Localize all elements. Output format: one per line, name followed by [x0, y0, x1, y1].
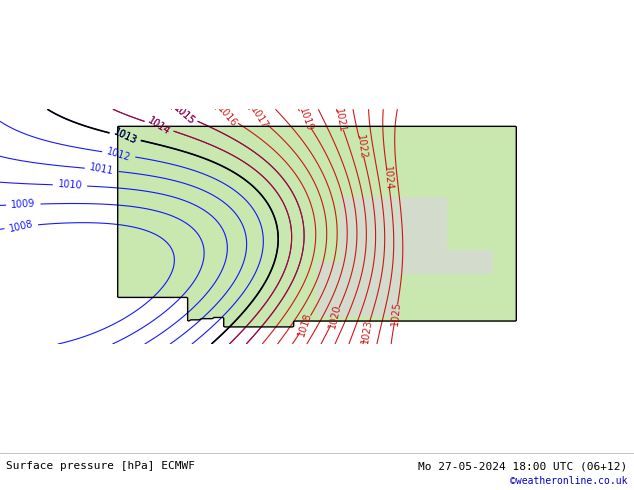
Text: 1024: 1024 [382, 165, 394, 190]
Text: 1017: 1017 [248, 104, 269, 130]
Text: 1013: 1013 [112, 127, 138, 147]
Text: 1013: 1013 [112, 127, 138, 147]
Text: 1008: 1008 [8, 219, 34, 234]
Text: 1014: 1014 [146, 116, 172, 137]
Text: 1015: 1015 [172, 103, 197, 127]
Text: 1016: 1016 [215, 104, 238, 129]
Text: 1018: 1018 [297, 311, 314, 337]
Text: 1023: 1023 [360, 318, 373, 344]
Text: ©weatheronline.co.uk: ©weatheronline.co.uk [510, 476, 628, 486]
Text: Mo 27-05-2024 18:00 UTC (06+12): Mo 27-05-2024 18:00 UTC (06+12) [418, 461, 628, 471]
Text: 1019: 1019 [297, 106, 314, 133]
Text: 1012: 1012 [105, 146, 132, 163]
Text: 1010: 1010 [58, 179, 82, 191]
Text: 1020: 1020 [327, 303, 343, 330]
Text: 1014: 1014 [146, 116, 172, 137]
Text: 1022: 1022 [355, 134, 368, 160]
Text: 1015: 1015 [172, 103, 197, 127]
Text: Surface pressure [hPa] ECMWF: Surface pressure [hPa] ECMWF [6, 461, 195, 471]
Text: 1011: 1011 [89, 163, 115, 177]
Text: 1009: 1009 [11, 199, 36, 210]
Text: 1025: 1025 [390, 300, 402, 326]
Text: 1021: 1021 [333, 108, 347, 134]
